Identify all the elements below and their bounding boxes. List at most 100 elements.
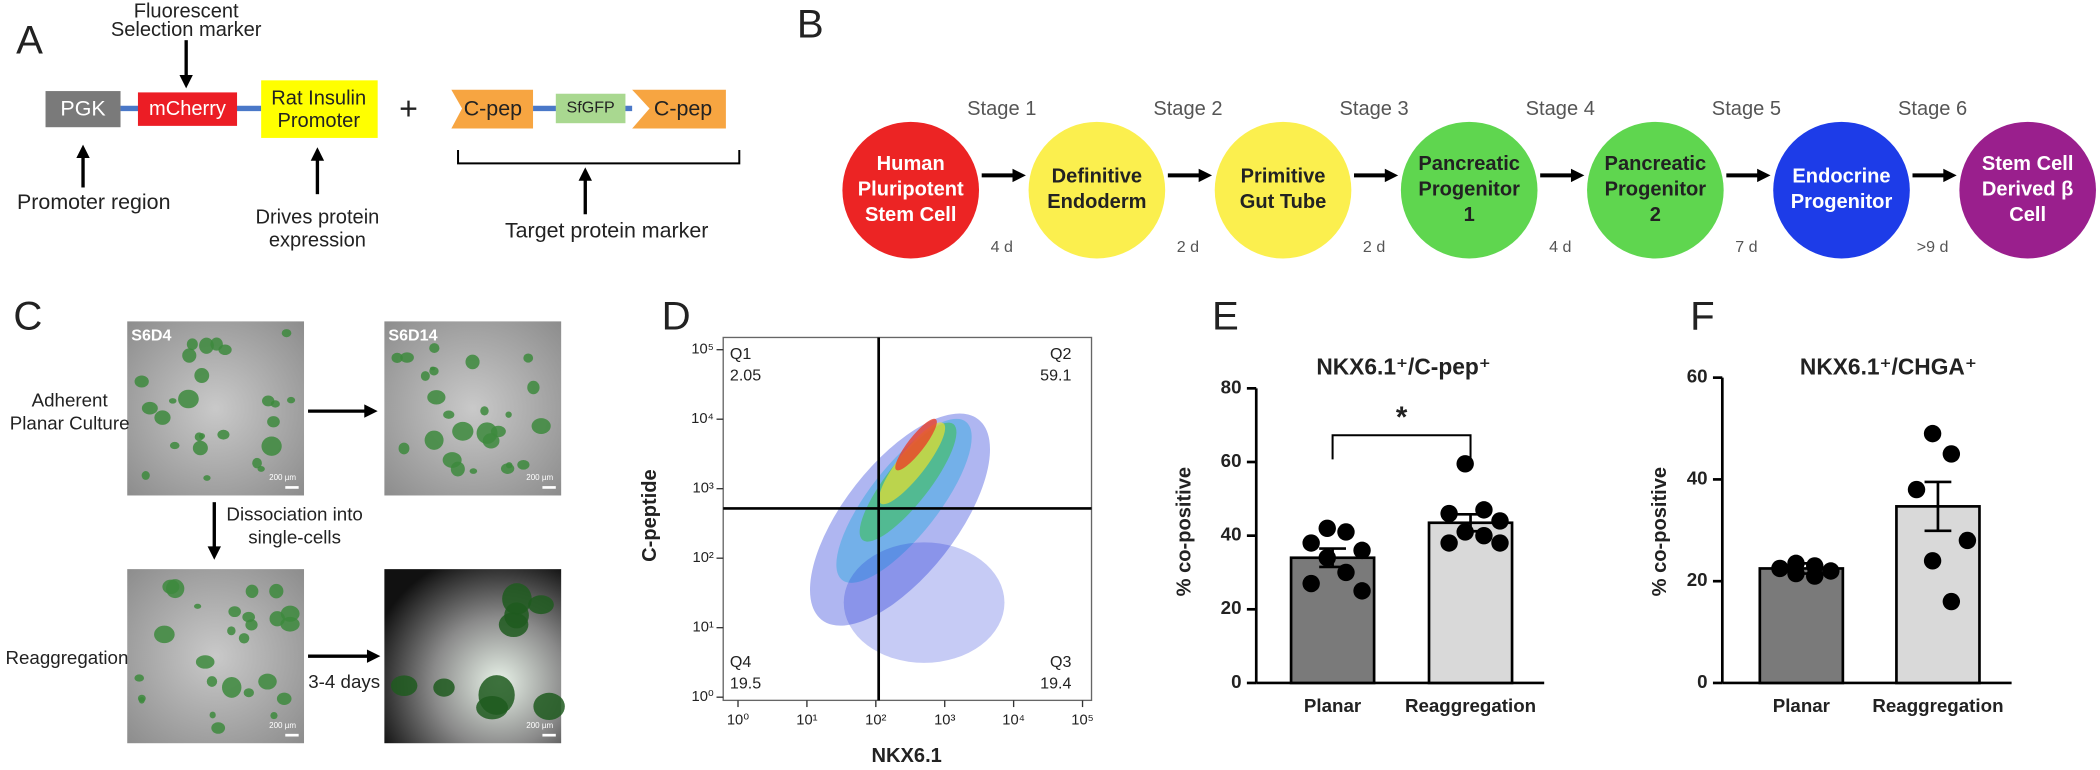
label: Dissociation into [226,504,362,525]
cell-cluster [141,401,158,415]
cell-cluster [169,441,180,450]
density-cloud [895,418,937,471]
cell-cluster [391,352,403,364]
y-tick-label: 60 [1221,450,1242,471]
data-point [1491,534,1509,552]
chart-title: NKX6.1⁺/CHGA⁺ [1800,353,1977,379]
label: Definitive [1052,166,1142,188]
mcherry-box [137,92,238,126]
label: SfGFP [567,99,615,117]
data-point [1302,574,1320,593]
quadrant-name: Q1 [730,345,751,363]
panel-label: E [1212,293,1239,338]
cell-cluster [469,468,478,474]
cell-cluster [206,676,218,687]
label: >9 d [1917,238,1949,256]
data-point [1907,480,1926,499]
label: Pancreatic [1605,153,1707,175]
cell-cluster [138,697,145,704]
label: Stage 5 [1712,98,1781,120]
y-tick-label: 40 [1687,467,1708,488]
label: Primitive [1241,166,1326,188]
cell-cluster [429,366,439,376]
label: 3-4 days [308,671,380,692]
cell-cluster [238,633,250,644]
label: Promoter region [17,190,170,214]
quadrant-name: Q3 [1050,653,1071,671]
bar [1758,567,1845,685]
label: Drives protein [255,207,379,229]
label: 4 d [991,238,1013,256]
label: Adherent [32,390,109,411]
label: Stage 1 [967,98,1036,120]
cell-cluster [480,406,489,416]
data-point [1440,534,1458,552]
cell-cluster [209,711,216,719]
label: S6D4 [131,326,171,344]
label: expression [269,229,366,251]
label: 2 d [1363,238,1385,256]
stage-cell [1959,121,2096,259]
cell-cluster [500,463,515,474]
cell-cluster [482,433,500,449]
x-tick-label: 10⁴ [1002,712,1025,728]
micrograph [384,569,562,744]
cell-cluster [211,722,226,734]
y-tick-label: 80 [1221,376,1242,397]
cell-cluster [269,611,285,627]
data-point [1942,592,1961,611]
y-axis-label: % co-positive [1649,467,1671,596]
stage-cell [1028,121,1166,259]
panel-label: A [16,17,43,62]
y-tick-label: 10³ [693,481,714,497]
arrow-head [364,404,378,418]
panel-label: D [662,293,691,338]
label: 200 µm [269,473,296,482]
arrow-head [310,147,325,161]
arrow-head [1384,168,1399,183]
data-point [1353,541,1371,560]
label: S6D14 [388,326,437,344]
cell-cluster [505,411,512,418]
label: Promoter [277,110,360,132]
label: Derived β [1982,178,2074,200]
panel-label: B [797,1,824,46]
label: mCherry [149,98,226,120]
chart-title: NKX6.1⁺/C-pep⁺ [1316,353,1490,379]
cell-cluster [269,583,284,599]
cell-cluster [504,602,529,629]
quadrant-value: 2.05 [730,367,761,385]
panel-label: F [1690,293,1715,338]
y-tick-label: 60 [1687,366,1708,387]
label: Endocrine [1792,166,1890,188]
cell-cluster [527,380,540,395]
stage-cell [1400,121,1538,259]
cpep-box [632,89,726,129]
cell-cluster [398,442,410,455]
cell-cluster [154,625,175,644]
data-point [1923,424,1942,443]
arrow-head [76,144,90,159]
x-axis-label: NKX6.1 [872,745,942,767]
label: Stem Cell [865,204,957,226]
label: Progenitor [1418,178,1520,200]
cell-cluster [287,396,296,404]
label: 4 d [1549,238,1571,256]
label: + [399,91,418,127]
cell-cluster [281,329,292,338]
significance-bracket [1331,434,1472,460]
x-tick-label: Reaggregation [1872,695,2003,716]
density-cloud [843,542,1005,663]
cell-cluster [227,626,236,636]
cell-cluster [533,692,565,721]
data-point [1337,563,1355,582]
cell-cluster [443,410,455,419]
arrow-head [1198,168,1213,183]
construct-label: Fluorescent [134,0,239,22]
quadrant-name: Q4 [730,653,751,671]
y-tick-label: 20 [1687,569,1708,590]
arrow-head [1012,168,1026,183]
arrow-head [179,74,193,89]
significance: * [1396,401,1408,434]
label: C-pep [464,96,522,120]
